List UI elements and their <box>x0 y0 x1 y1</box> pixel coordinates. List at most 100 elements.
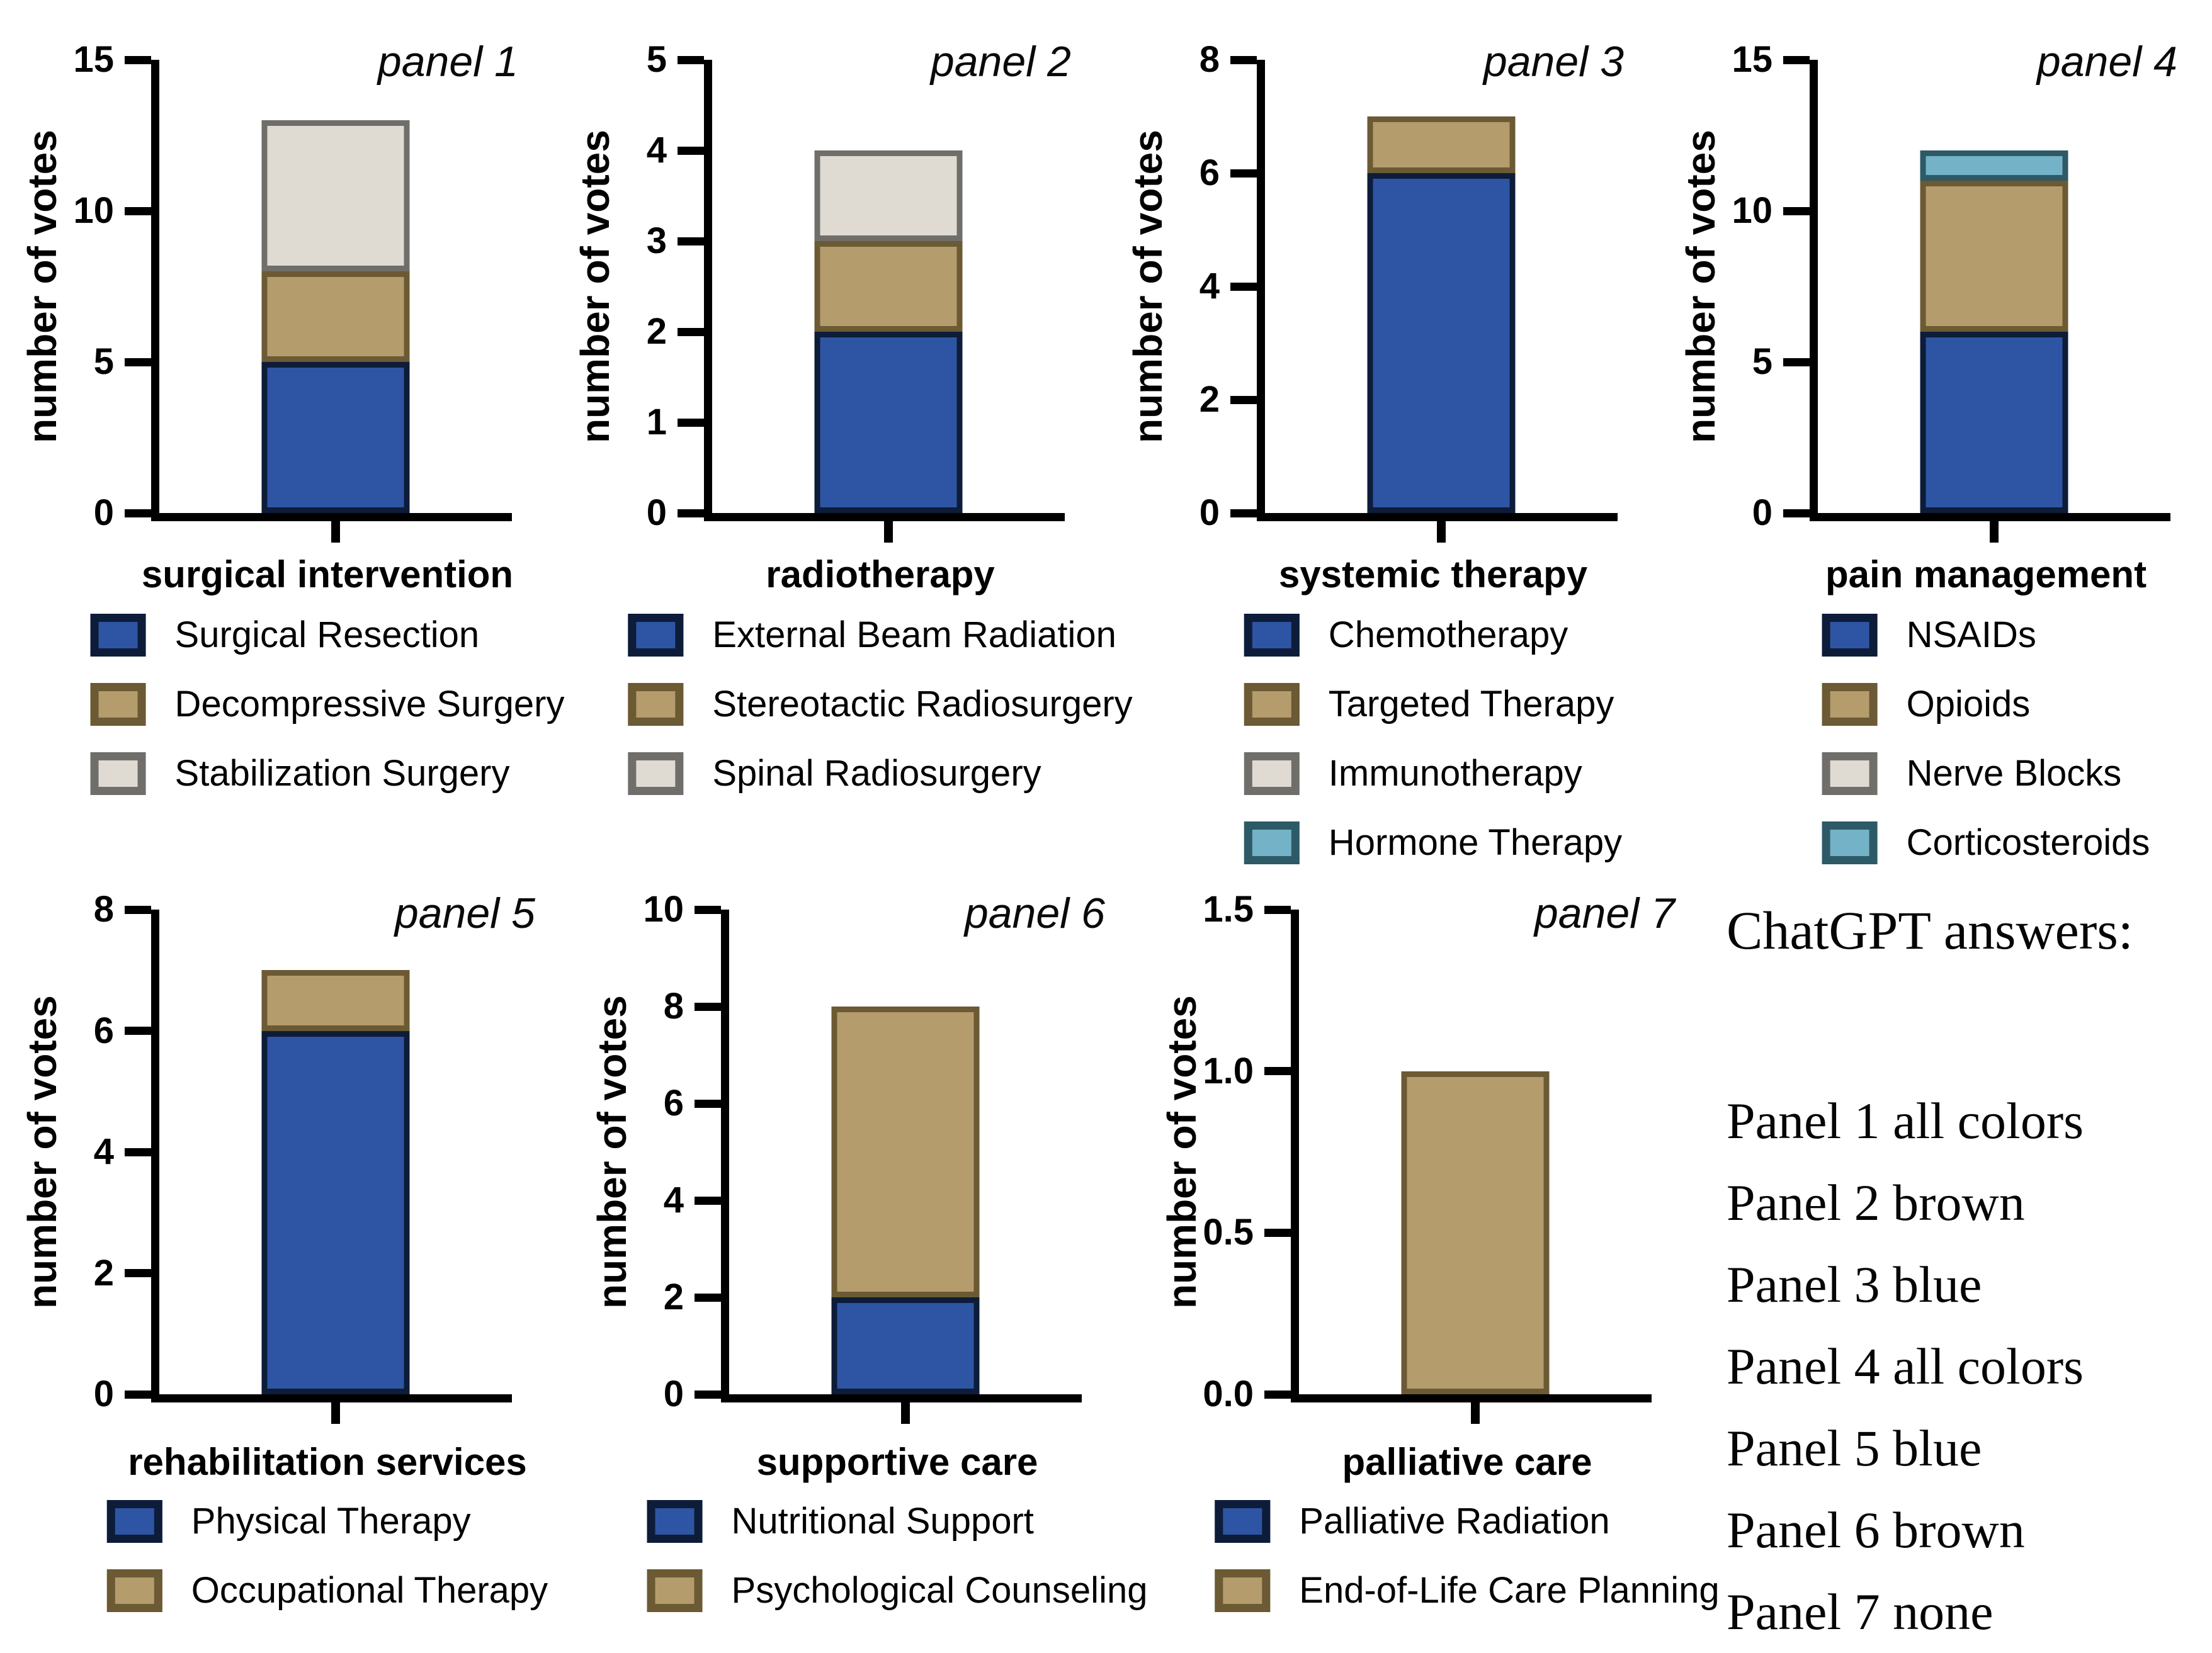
bar-segment <box>261 1030 410 1394</box>
legend-item: Psychological Counseling <box>647 1569 1148 1612</box>
legend-swatch <box>647 1500 703 1543</box>
y-tick-label: 8 <box>663 986 684 1027</box>
y-axis-tick <box>125 206 151 215</box>
figure-page: { "palette": { "blue": {"fill": "#2e55a4… <box>0 0 2177 1640</box>
y-axis-label: number of votes <box>1159 995 1205 1309</box>
legend-item: NSAIDs <box>1822 614 2150 657</box>
legend-label: Nerve Blocks <box>1906 753 2122 794</box>
legend-swatch <box>628 614 684 657</box>
y-axis-label: number of votes <box>20 130 65 443</box>
y-axis-tick <box>125 905 151 914</box>
legend-swatch <box>1244 752 1300 795</box>
y-axis-tick <box>678 418 704 427</box>
y-axis-tick <box>678 327 704 336</box>
bar-segment <box>831 1297 980 1394</box>
x-axis-label: pain management <box>1825 553 2147 595</box>
legend-label: NSAIDs <box>1906 614 2036 655</box>
legend: External Beam Radiation Stereotactic Radi… <box>628 614 1133 821</box>
answer-line-panel-6: Panel 6 brown <box>1727 1501 2025 1559</box>
x-axis-label: radiotherapy <box>766 553 995 595</box>
legend-swatch <box>628 683 684 726</box>
legend-swatch <box>647 1569 703 1612</box>
legend-item: Nutritional Support <box>647 1500 1148 1543</box>
legend: Nutritional Support Psychological Counsel… <box>647 1500 1148 1639</box>
panel-title: panel 3 <box>1483 38 1624 86</box>
y-tick-label: 0.0 <box>1203 1374 1254 1414</box>
y-axis-tick <box>1264 905 1291 914</box>
legend: Palliative Radiation End-of-Life Care Pla… <box>1215 1500 1720 1639</box>
y-tick-label: 5 <box>93 341 114 382</box>
legend-item: Palliative Radiation <box>1215 1500 1719 1543</box>
legend-label: Palliative Radiation <box>1299 1501 1610 1542</box>
bar-segment <box>261 970 410 1031</box>
legend-swatch <box>106 1569 162 1612</box>
panel-title: panel 2 <box>930 38 1071 86</box>
y-axis-tick <box>125 1390 151 1399</box>
x-axis-tick <box>1437 521 1446 543</box>
legend-swatch <box>1215 1500 1271 1543</box>
legend: NSAIDs Opioids Nerve Blocks Corticosteroids <box>1822 614 2150 891</box>
stacked-bar <box>831 910 980 1394</box>
legend-label: Physical Therapy <box>191 1501 471 1542</box>
legend-item: Immunotherapy <box>1244 752 1622 795</box>
panel-1-chart: panel 1 number of votes 0 5 10 15 surgical … <box>0 0 564 878</box>
x-axis-label: systemic therapy <box>1278 553 1588 595</box>
y-axis-tick <box>125 509 151 517</box>
plot-area: 0 5 10 15 <box>73 42 512 543</box>
y-tick-label: 1 <box>646 402 667 443</box>
x-axis-label: surgical intervention <box>141 553 514 595</box>
bar-segment <box>1920 332 2068 513</box>
panel-title: panel 6 <box>964 889 1105 937</box>
answer-line-panel-4: Panel 4 all colors <box>1727 1338 2084 1395</box>
y-axis-tick <box>1264 1067 1291 1076</box>
legend-label: Stereotactic Radiosurgery <box>712 684 1133 725</box>
legend-label: Psychological Counseling <box>731 1570 1148 1611</box>
y-axis-tick <box>1230 282 1257 291</box>
legend-item: Physical Therapy <box>106 1500 548 1543</box>
y-tick-label: 8 <box>1199 39 1220 80</box>
legend-swatch <box>1822 683 1878 726</box>
y-axis-tick <box>678 55 704 64</box>
chatgpt-answers-block: ChatGPT answers: Panel 1 all colors Pane… <box>1727 900 2205 1653</box>
y-tick-label: 0 <box>1752 492 1772 533</box>
plot-area: 0 2 4 6 8 <box>1200 42 1618 543</box>
legend-item: Stabilization Surgery <box>90 752 565 795</box>
legend-item: Nerve Blocks <box>1822 752 2150 795</box>
legend-label: Opioids <box>1906 684 2031 725</box>
y-axis-tick <box>125 358 151 366</box>
y-tick-label: 1.5 <box>1203 889 1254 930</box>
x-axis-tick <box>1990 521 1999 543</box>
y-tick-label: 15 <box>73 39 114 80</box>
y-tick-label: 6 <box>93 1010 114 1051</box>
y-tick-label: 4 <box>646 130 667 171</box>
y-axis-tick <box>695 905 721 914</box>
legend-swatch <box>1244 683 1300 726</box>
x-axis-tick <box>901 1402 910 1424</box>
x-axis-tick <box>331 521 340 543</box>
y-tick-label: 10 <box>1732 190 1772 231</box>
y-tick-label: 2 <box>646 311 667 352</box>
plot-area: 0 2 4 6 8 10 <box>643 891 1082 1424</box>
legend-label: Nutritional Support <box>731 1501 1034 1542</box>
y-tick-label: 4 <box>93 1131 114 1172</box>
bar-segment <box>1920 150 2068 181</box>
bar-segment <box>261 271 410 362</box>
y-tick-label: 0 <box>663 1374 684 1414</box>
panel-2-chart: panel 2 number of votes 0 1 2 3 4 5 radiother… <box>553 0 1133 878</box>
legend-item: Hormone Therapy <box>1244 821 1622 864</box>
legend-label: End-of-Life Care Planning <box>1299 1570 1720 1611</box>
y-axis-tick <box>678 237 704 245</box>
legend-swatch <box>1822 752 1878 795</box>
y-tick-label: 2 <box>663 1277 684 1317</box>
legend-item: Spinal Radiosurgery <box>628 752 1132 795</box>
y-tick-label: 2 <box>1199 379 1220 420</box>
y-axis-tick <box>125 1148 151 1156</box>
answer-line-panel-5: Panel 5 blue <box>1727 1419 1982 1477</box>
legend-label: External Beam Radiation <box>712 614 1116 655</box>
plot-area: 0.0 0.5 1.0 1.5 <box>1203 891 1652 1424</box>
legend-label: Surgical Resection <box>174 614 480 655</box>
x-axis-label: rehabilitation services <box>128 1441 527 1483</box>
y-axis-tick <box>1230 55 1257 64</box>
legend-swatch <box>1244 614 1300 657</box>
